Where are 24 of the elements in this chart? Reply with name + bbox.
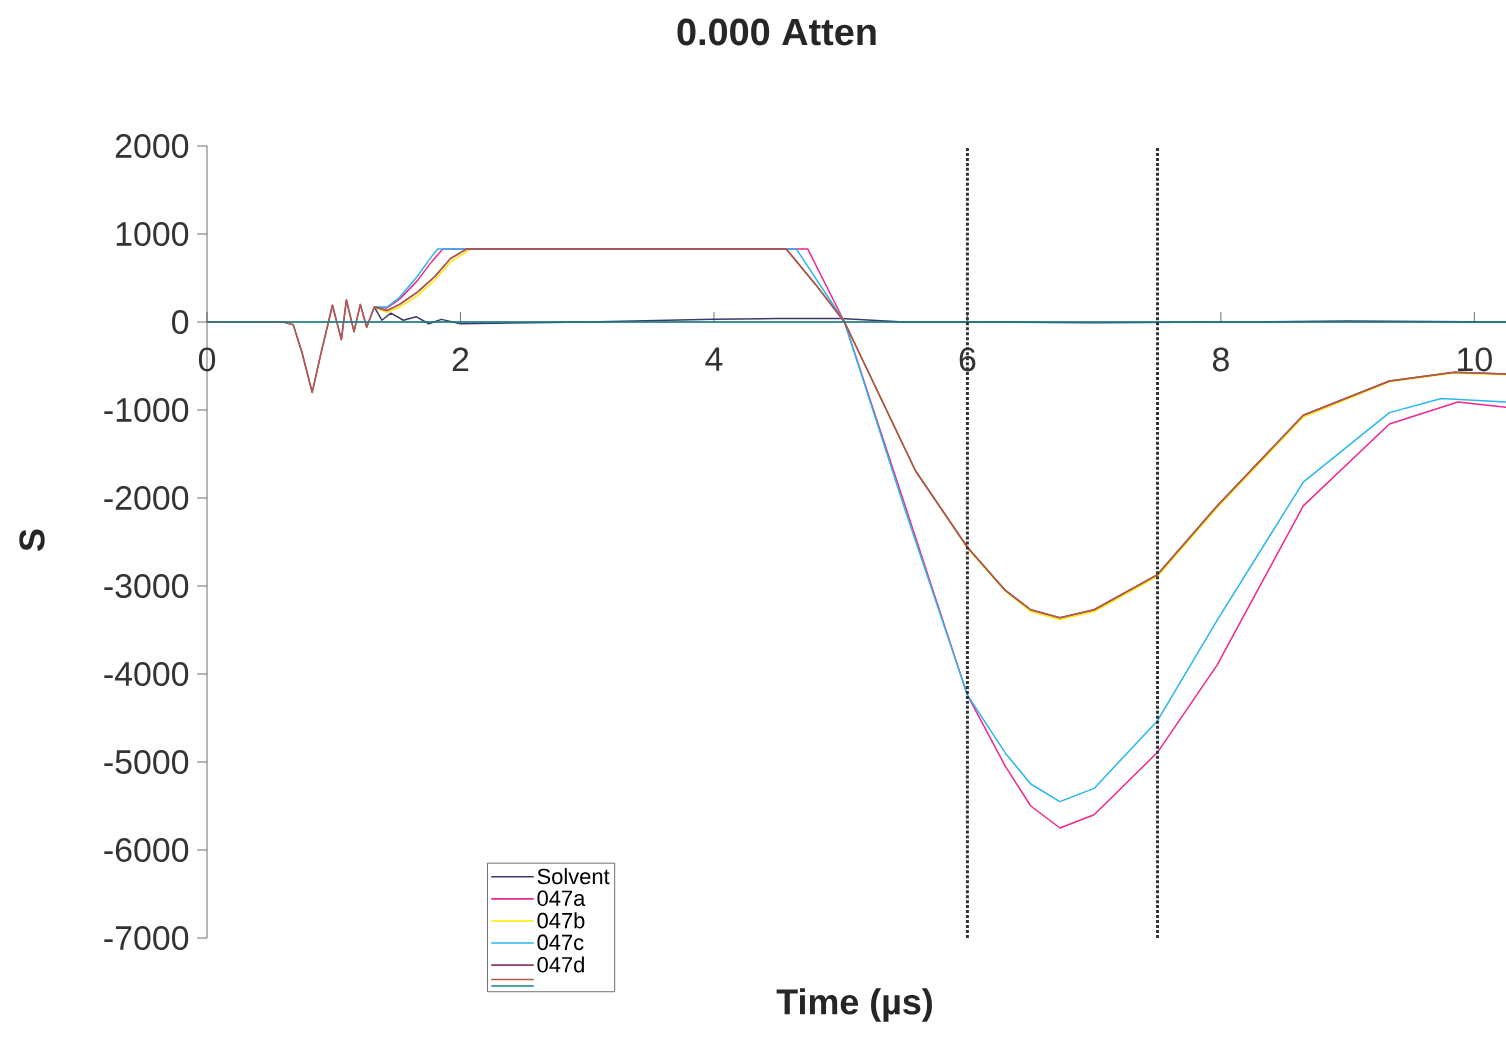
x-tick-label: 4 [705,347,723,371]
legend-label: 047d [537,956,584,973]
y-tick-label: -4000 [104,662,189,686]
legend-label: Solvent [537,868,610,885]
y-tick-label: -7000 [104,926,189,950]
y-tick-label: -5000 [104,750,189,774]
y-tick-label: 1000 [116,222,189,246]
y-tick-label: -3000 [104,574,189,598]
y-axis-title: S [19,529,45,551]
x-tick-label: 10 [1458,347,1492,372]
x-axis-title: Time (µs) [776,988,932,1022]
legend-label: 047c [537,934,584,951]
legend-label: 047b [537,912,585,929]
x-tick-label: 6 [959,347,976,372]
y-tick-label: -2000 [104,486,189,510]
x-tick-label: 8 [1212,347,1229,372]
x-tick-label: 2 [452,347,469,372]
chart-title: 0.000 Atten [677,18,876,46]
legend-label: 047a [537,890,586,907]
y-tick-label: 0 [172,310,189,334]
x-tick-label: 0 [198,347,216,372]
y-tick-label: 2000 [115,134,189,158]
y-tick-label: -1000 [104,398,189,422]
y-tick-label: -6000 [104,838,189,862]
